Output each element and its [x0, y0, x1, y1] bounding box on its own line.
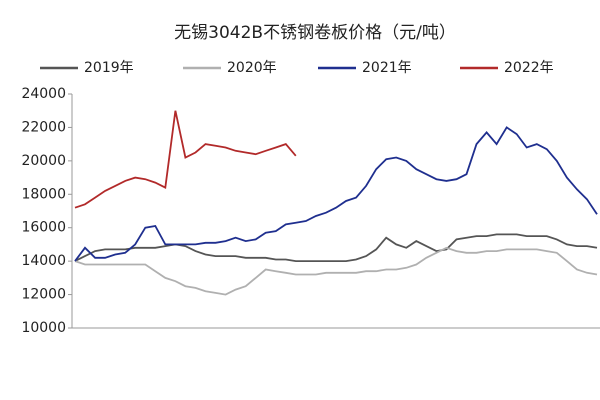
y-tick-label: 12000 — [21, 287, 66, 303]
legend-label: 2021年 — [362, 60, 412, 76]
y-tick-label: 18000 — [21, 186, 66, 202]
series-line — [74, 126, 598, 262]
y-tick-label: 16000 — [21, 220, 66, 236]
y-tick-label: 22000 — [21, 119, 66, 135]
series-line — [74, 110, 297, 209]
y-tick-label: 20000 — [21, 153, 66, 169]
chart-title: 无锡3042B不锈钢卷板价格（元/吨） — [174, 23, 456, 43]
legend-label: 2020年 — [227, 60, 277, 76]
legend-label: 2022年 — [504, 60, 554, 76]
legend-label: 2019年 — [84, 60, 134, 76]
series-line — [74, 246, 598, 296]
y-tick-label: 10000 — [21, 320, 66, 336]
series-line — [74, 233, 598, 262]
y-tick-label: 14000 — [21, 253, 66, 269]
y-tick-label: 24000 — [21, 86, 66, 102]
